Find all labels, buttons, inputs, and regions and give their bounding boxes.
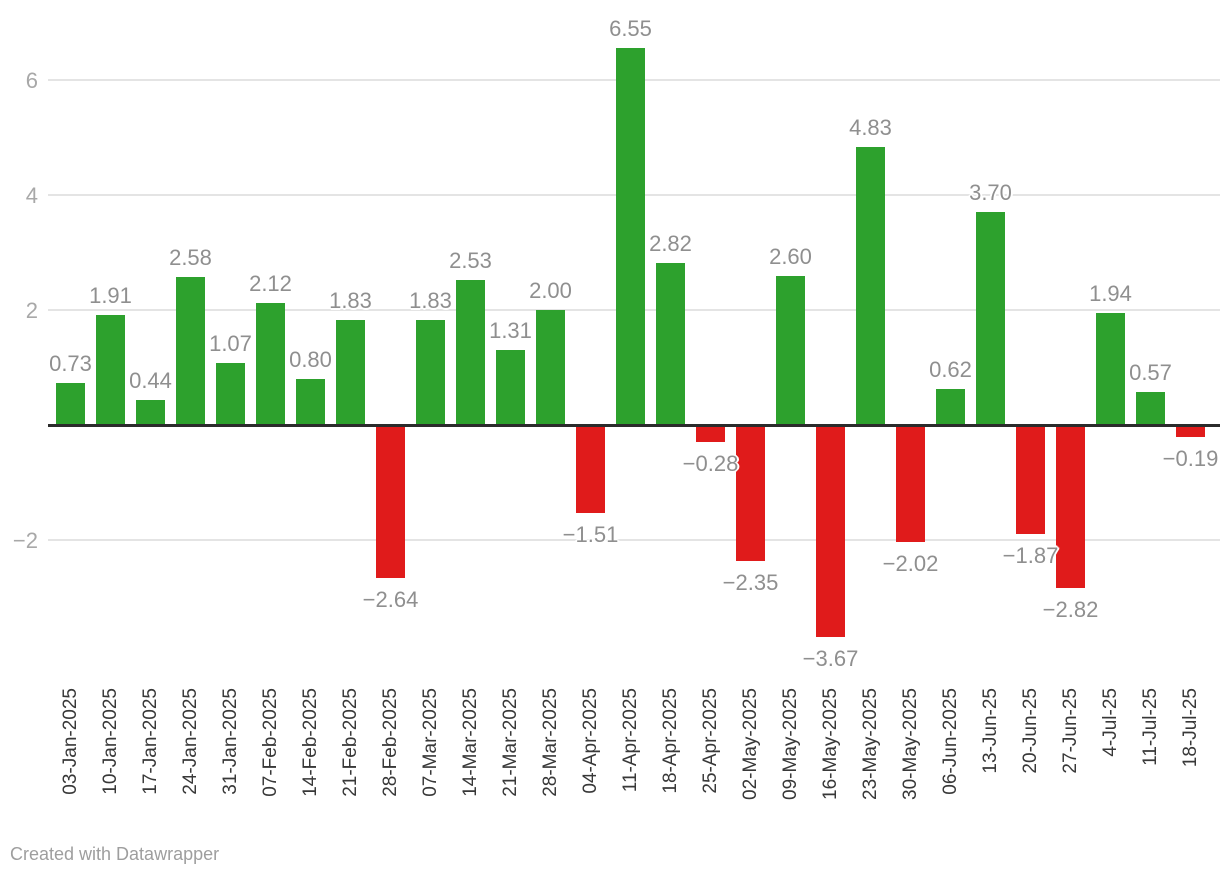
bar-18-Jul-25[interactable] [1176,426,1205,437]
value-label: 1.83 [409,287,452,313]
x-axis-tick-label: 20-Jun-25 [1019,688,1041,774]
x-axis-tick-label: 24-Jan-2025 [179,688,201,795]
bar-14-Mar-2025[interactable] [456,279,485,425]
bar-04-Apr-2025[interactable] [576,426,605,513]
x-axis-tick-label: 23-May-2025 [859,688,881,800]
value-label: 2.82 [649,230,692,256]
bar-28-Mar-2025[interactable] [536,310,565,425]
bar-13-Jun-25[interactable] [976,212,1005,425]
x-axis-tick-label: 30-May-2025 [899,688,921,800]
x-axis-tick-label: 11-Jul-25 [1139,688,1161,766]
value-label: 2.58 [169,244,212,270]
value-label: 0.73 [49,351,92,377]
bar-06-Jun-2025[interactable] [936,389,965,425]
bar-17-Jan-2025[interactable] [136,399,165,425]
x-axis-tick-label: 11-Apr-2025 [619,688,641,793]
bar-03-Jan-2025[interactable] [56,383,85,425]
x-axis-tick-label: 13-Jun-25 [979,688,1001,774]
bar-21-Feb-2025[interactable] [336,319,365,425]
bar-14-Feb-2025[interactable] [296,379,325,425]
y-axis-tick-label: −2 [12,528,38,553]
bar-11-Jul-25[interactable] [1136,392,1165,425]
x-axis-tick-label: 14-Mar-2025 [459,688,481,797]
x-axis-tick-label: 28-Feb-2025 [379,688,401,797]
value-label: −2.02 [882,551,939,577]
value-label: 1.83 [329,287,372,313]
bar-28-Feb-2025[interactable] [376,426,405,578]
x-axis-tick-label: 27-Jun-25 [1059,688,1081,774]
x-axis-tick-label: 07-Mar-2025 [419,688,441,797]
x-axis-tick-label: 17-Jan-2025 [139,688,161,795]
value-label: −1.51 [562,521,619,547]
x-axis-tick-label: 21-Feb-2025 [339,688,361,797]
x-axis-tick-label: 31-Jan-2025 [219,688,241,795]
value-label: 1.94 [1089,281,1132,307]
value-label: −2.64 [362,586,419,612]
bar-21-Mar-2025[interactable] [496,349,525,425]
x-axis-tick-label: 28-Mar-2025 [539,688,561,797]
x-axis-tick-label: 09-May-2025 [779,688,801,800]
bar-24-Jan-2025[interactable] [176,276,205,425]
value-label: −2.35 [722,570,779,596]
value-label: 0.80 [289,347,332,372]
bar-30-May-2025[interactable] [896,426,925,543]
bar-11-Apr-2025[interactable] [616,48,645,425]
x-axis-tick-label: 03-Jan-2025 [59,688,81,795]
value-label: 4.83 [849,115,892,141]
value-label: 3.70 [969,180,1012,206]
bar-09-May-2025[interactable] [776,275,805,425]
x-axis-tick-label: 4-Jul-25 [1099,688,1121,757]
bar-10-Jan-2025[interactable] [96,315,125,425]
bar-07-Mar-2025[interactable] [416,319,445,425]
value-label: 1.31 [489,317,532,343]
x-axis-tick-label: 04-Apr-2025 [579,688,601,794]
value-label: 1.07 [209,331,252,357]
value-label: 2.53 [449,247,492,273]
bar-4-Jul-25[interactable] [1096,313,1125,425]
value-label: 1.91 [89,283,132,309]
y-axis-tick-label: 4 [25,183,38,208]
x-axis-tick-label: 07-Feb-2025 [259,688,281,797]
x-axis-tick-label: 14-Feb-2025 [299,688,321,797]
value-label: 0.44 [129,367,172,393]
x-axis-tick-label: 25-Apr-2025 [699,688,721,794]
x-axis-tick-label: 02-May-2025 [739,688,761,800]
value-label: −0.28 [682,451,739,477]
value-label: 6.55 [609,16,652,42]
x-axis-tick-label: 06-Jun-2025 [939,688,961,795]
value-label: 2.12 [249,271,292,297]
value-label: 2.60 [769,243,812,269]
value-label: 0.57 [1129,360,1172,386]
bar-16-May-2025[interactable] [816,426,845,638]
x-axis-tick-label: 18-Apr-2025 [659,688,681,794]
x-axis-tick-label: 21-Mar-2025 [499,688,521,797]
bar-20-Jun-25[interactable] [1016,426,1045,534]
bar-31-Jan-2025[interactable] [216,363,245,425]
value-label: 0.62 [929,357,972,383]
bar-18-Apr-2025[interactable] [656,262,685,425]
gridline [48,539,1220,541]
value-label: −3.67 [802,646,859,672]
value-label: −0.19 [1162,445,1219,471]
x-axis-tick-label: 10-Jan-2025 [99,688,121,795]
value-label: −1.87 [1002,542,1059,568]
bar-25-Apr-2025[interactable] [696,426,725,443]
bar-02-May-2025[interactable] [736,426,765,562]
value-label: −2.82 [1042,597,1099,623]
y-axis-tick-label: 2 [25,298,38,323]
bar-27-Jun-25[interactable] [1056,426,1085,589]
datawrapper-credit-link[interactable]: Created with Datawrapper [10,844,220,864]
x-axis-tick-label: 18-Jul-25 [1179,688,1201,768]
bar-23-May-2025[interactable] [856,147,885,425]
x-axis-tick-label: 16-May-2025 [819,688,841,800]
zero-baseline [48,424,1220,427]
value-label: 2.00 [529,278,572,303]
bar-07-Feb-2025[interactable] [256,303,285,425]
y-axis-tick-label: 6 [25,68,38,93]
